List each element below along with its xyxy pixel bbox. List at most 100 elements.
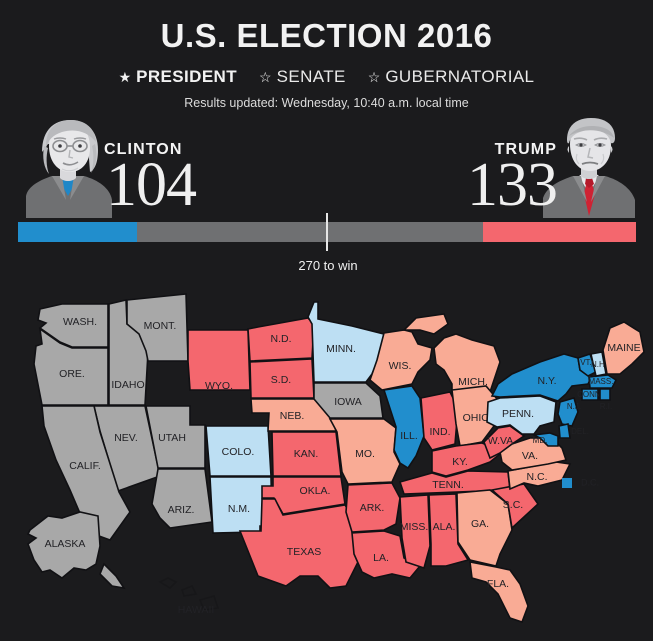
- state-DC[interactable]: D.C.: [562, 477, 599, 488]
- state-CT[interactable]: CONN.: [577, 388, 603, 401]
- state-NH[interactable]: N.H.: [590, 351, 607, 377]
- state-LA[interactable]: LA.: [351, 530, 422, 579]
- state-MO[interactable]: MO.: [328, 418, 401, 485]
- state-CA[interactable]: CALIF.: [41, 405, 131, 541]
- svg-text:UTAH: UTAH: [158, 432, 186, 444]
- electoral-vote-bar: 270 to win: [18, 213, 636, 273]
- page-header: U.S. ELECTION 2016 ★ PRESIDENT ☆ SENATE …: [0, 0, 653, 110]
- svg-text:CONN.: CONN.: [577, 390, 603, 399]
- state-MT[interactable]: MONT.: [126, 293, 189, 362]
- state-IA[interactable]: IOWA: [313, 382, 384, 419]
- svg-text:MO.: MO.: [355, 448, 375, 460]
- svg-text:ARK.: ARK.: [360, 502, 385, 514]
- svg-text:TEXAS: TEXAS: [287, 546, 321, 558]
- page-title: U.S. ELECTION 2016: [160, 17, 493, 54]
- svg-text:GA.: GA.: [471, 518, 489, 530]
- svg-text:LA.: LA.: [373, 552, 389, 564]
- tab-gubernatorial-label: GUBERNATORIAL: [385, 67, 535, 86]
- scoreboard: CLINTON 104: [0, 116, 653, 218]
- tab-president-label: PRESIDENT: [136, 67, 238, 86]
- state-DE[interactable]: DEL.: [558, 423, 589, 439]
- state-RI[interactable]: R.I.: [599, 388, 612, 411]
- state-PA[interactable]: PENN.: [486, 395, 557, 435]
- svg-text:NEB.: NEB.: [280, 410, 305, 422]
- svg-text:IND.: IND.: [430, 426, 451, 438]
- svg-text:HAWAII: HAWAII: [178, 604, 215, 616]
- state-MS[interactable]: MISS.: [399, 494, 431, 570]
- svg-text:DEL.: DEL.: [571, 427, 589, 436]
- state-NJ[interactable]: N.J.: [557, 397, 581, 427]
- svg-text:MASS.: MASS.: [589, 377, 614, 386]
- state-HI[interactable]: HAWAII: [158, 577, 220, 616]
- star-outline-icon: ☆: [259, 69, 272, 85]
- svg-text:ARIZ.: ARIZ.: [168, 504, 195, 516]
- svg-text:CALIF.: CALIF.: [69, 460, 101, 472]
- clinton-portrait: [18, 116, 118, 218]
- state-WI[interactable]: WIS.: [369, 329, 433, 391]
- state-OH[interactable]: OHIO: [451, 385, 499, 447]
- svg-text:FLA.: FLA.: [487, 578, 509, 590]
- svg-text:N.M.: N.M.: [228, 503, 250, 515]
- state-WA[interactable]: WASH.: [37, 303, 109, 348]
- svg-text:WYO.: WYO.: [205, 380, 233, 392]
- state-WY[interactable]: WYO.: [187, 329, 251, 392]
- state-OR[interactable]: ORE.: [33, 327, 109, 406]
- svg-text:R.I.: R.I.: [600, 402, 612, 411]
- tab-gubernatorial[interactable]: ☆ GUBERNATORIAL: [357, 67, 546, 87]
- svg-text:OHIO: OHIO: [463, 412, 490, 424]
- state-SC[interactable]: S.C.: [490, 483, 540, 530]
- state-ND[interactable]: N.D.: [247, 317, 315, 362]
- state-AK[interactable]: ALASKA: [26, 511, 126, 590]
- svg-text:MISS.: MISS.: [400, 521, 429, 533]
- svg-text:N.J.: N.J.: [567, 402, 581, 411]
- svg-text:D.C.: D.C.: [581, 477, 599, 487]
- clinton-electoral-count: 104: [106, 151, 197, 219]
- state-UT[interactable]: UTAH: [145, 405, 206, 469]
- bar-segment-trump: [483, 222, 636, 242]
- state-CO[interactable]: COLO.: [205, 425, 272, 477]
- svg-text:N.D.: N.D.: [271, 333, 292, 345]
- threshold-marker: [326, 213, 328, 251]
- state-ME[interactable]: MAINE: [602, 321, 645, 375]
- trump-portrait: [539, 116, 639, 218]
- state-GA[interactable]: GA.: [456, 489, 513, 567]
- svg-text:IOWA: IOWA: [334, 396, 362, 408]
- state-FL[interactable]: FLA.: [469, 561, 529, 624]
- svg-text:KAN.: KAN.: [294, 448, 319, 460]
- state-OK[interactable]: OKLA.: [261, 476, 346, 515]
- state-AZ[interactable]: ARIZ.: [151, 468, 213, 529]
- svg-text:ILL.: ILL.: [400, 430, 418, 442]
- svg-text:NEV.: NEV.: [114, 432, 138, 444]
- star-outline-icon: ☆: [367, 69, 381, 85]
- svg-text:MICH.: MICH.: [458, 376, 488, 388]
- state-AL[interactable]: ALA.: [428, 493, 470, 567]
- state-WV[interactable]: W.VA.: [483, 425, 526, 460]
- svg-text:MINN.: MINN.: [326, 343, 356, 355]
- svg-text:ALA.: ALA.: [433, 521, 456, 533]
- state-KS[interactable]: KAN.: [271, 431, 342, 477]
- tab-president[interactable]: ★ PRESIDENT: [108, 67, 248, 87]
- state-MA[interactable]: MASS.: [588, 374, 618, 389]
- clinton-name: CLINTON: [104, 141, 183, 158]
- svg-text:PENN.: PENN.: [502, 408, 534, 420]
- trump-name: TRUMP: [494, 141, 557, 158]
- state-MD[interactable]: MD.: [531, 432, 559, 447]
- state-IL[interactable]: ILL.: [382, 385, 425, 470]
- svg-text:OKLA.: OKLA.: [300, 485, 331, 497]
- state-TX[interactable]: TEXAS: [238, 498, 373, 589]
- state-SD[interactable]: S.D.: [249, 358, 315, 399]
- star-filled-icon: ★: [118, 69, 132, 85]
- tab-senate[interactable]: ☆ SENATE: [248, 67, 357, 87]
- state-AR[interactable]: ARK.: [345, 482, 401, 533]
- results-updated-note: Results updated: Wednesday, 10:40 a.m. l…: [184, 96, 469, 110]
- svg-text:MONT.: MONT.: [144, 320, 177, 332]
- svg-text:ALASKA: ALASKA: [45, 538, 86, 550]
- tab-senate-label: SENATE: [276, 67, 346, 86]
- threshold-label: 270 to win: [298, 258, 358, 273]
- state-KY[interactable]: KY.: [431, 442, 502, 477]
- state-NM[interactable]: N.M.: [209, 476, 273, 534]
- state-TN[interactable]: TENN.: [398, 470, 511, 495]
- state-IN[interactable]: IND.: [420, 391, 459, 451]
- state-MN[interactable]: MINN.: [307, 301, 385, 383]
